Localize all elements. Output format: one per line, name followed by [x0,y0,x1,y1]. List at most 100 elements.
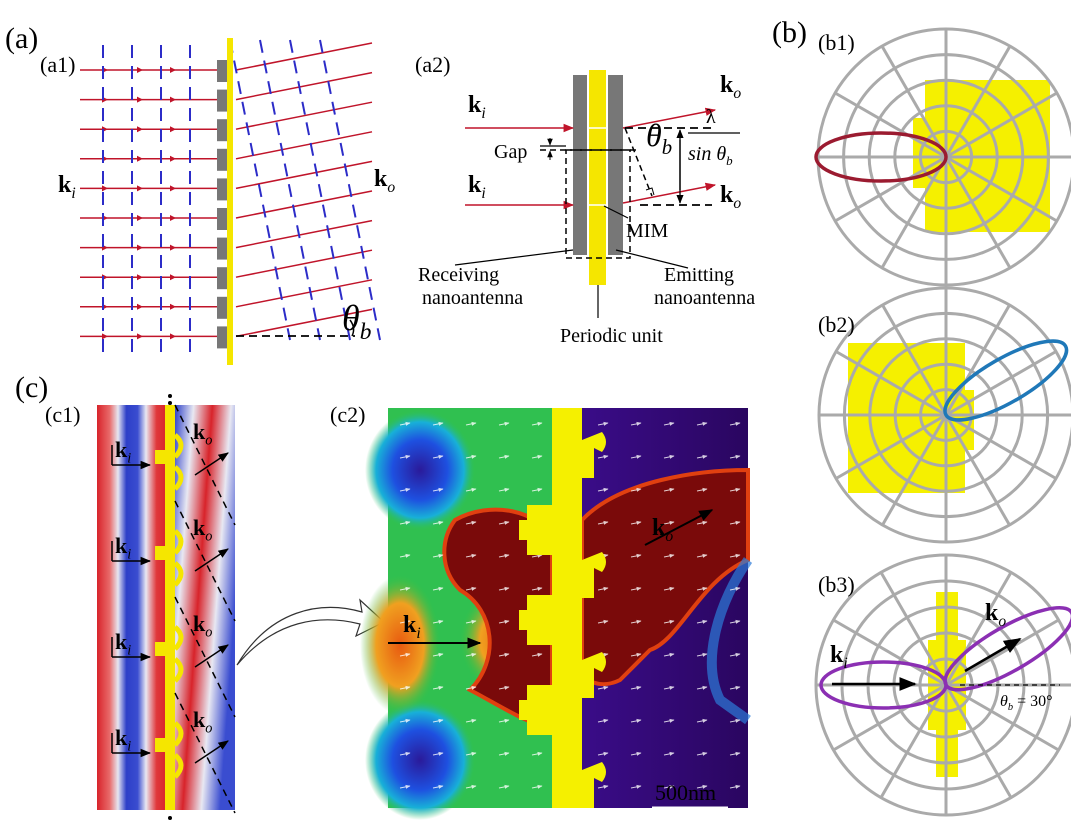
ray-arrowhead [170,304,176,310]
fraction-numerator: λ [706,106,716,128]
antenna [217,178,227,200]
angle-label-rest: = 30° [1013,693,1052,710]
ellipsis-dot [168,816,172,820]
ray-arrowhead [170,245,176,251]
scale-label: 500nm [655,780,716,805]
annotation: nanoantenna [422,287,523,309]
wavevector-label: ki [468,172,486,202]
wavevector-label-sub: i [127,643,131,659]
angle-label-base: θ [1000,693,1008,710]
wavevector-label-sub: o [205,721,212,737]
wavevector-label-sub: o [205,625,212,641]
antenna [217,326,227,348]
wavevector-label: ko [720,72,741,102]
ray-arrowhead [170,97,176,103]
angle-label-sub: b [662,136,672,159]
angle-label: θb [646,117,672,159]
wavevector-label: ko [985,600,1006,630]
wavevector-label-base: k [115,725,128,750]
wavevector-label-sub: i [127,451,131,467]
mim-core [589,70,606,285]
antenna [217,90,227,112]
annotation: Receiving [418,264,499,286]
ray-arrowhead [170,215,176,221]
mim-label: MIM [626,220,668,242]
wavevector-label-base: k [115,533,128,558]
wavevector-label-base: k [374,166,388,192]
ray-arrowhead [170,156,176,162]
wavevector-label: ki [830,642,848,672]
panel-label: (c) [15,371,48,404]
emitting-antenna [608,75,623,255]
panel-label: (a1) [40,52,75,77]
wavevector-label-base: k [193,419,206,444]
panel-label: (a) [5,22,38,55]
antenna [155,450,165,464]
ray-arrowhead [170,333,176,339]
wavevector-label-sub: o [733,195,741,212]
ellipsis-dot [168,401,172,405]
field-map [175,405,235,810]
wavevector-label: ko [720,182,741,212]
ray-arrowhead [137,274,143,280]
panel-label: (b1) [818,30,855,55]
angle-label-sub: b [360,319,372,345]
wavevector-label-sub: o [205,529,212,545]
outgoing-ray [236,43,372,70]
antenna [217,60,227,82]
annotation: Emitting [664,264,734,286]
gap-label: Gap [494,141,527,163]
antenna [155,642,165,656]
receiving-antenna [573,75,587,255]
ray-arrowhead [137,215,143,221]
ray-arrowhead [170,67,176,73]
antenna [217,149,227,171]
panel-label: (a2) [415,52,450,77]
ray-arrowhead [102,333,108,339]
outgoing-ray [236,132,372,159]
wavevector-label-base: k [468,92,482,118]
annotation: Periodic unit [560,325,663,347]
wavevector-label-sub: o [387,179,395,196]
metasurface [227,38,233,365]
wavevector-label-base: k [193,707,206,732]
ray-arrowhead [170,185,176,191]
ray-arrowhead [137,156,143,162]
ray-arrowhead [102,185,108,191]
wavevector-label-base: k [468,172,482,198]
ray-arrowhead [137,245,143,251]
wavevector-label-sub: i [127,547,131,563]
antenna [217,208,227,230]
metasurface [165,405,175,810]
field-blob [365,410,475,530]
wavevector-label-base: k [193,611,206,636]
wavevector-label-sub: o [205,433,212,449]
ray-arrowhead [137,67,143,73]
outgoing-ray [623,185,715,203]
fraction-denominator-sub: b [726,153,733,168]
metasurface [552,408,582,808]
ellipsis-dot [168,394,172,398]
panel-label: (c2) [330,402,365,427]
ray-arrowhead [137,333,143,339]
field-blob [365,700,475,820]
wavevector-label-sub: i [843,655,847,672]
ray-arrowhead [170,126,176,132]
wavevector-label-base: k [652,515,666,541]
annotation: nanoantenna [654,287,755,309]
outgoing-ray [623,110,715,128]
wavevector-label: ki [58,172,76,202]
wavevector-label-base: k [58,172,72,198]
antenna [155,546,165,560]
panel-label: (b2) [818,312,855,337]
wavevector-label-base: k [985,600,999,626]
antenna [217,267,227,289]
fraction-denominator-base: sin θ [688,143,726,165]
pointer [455,250,573,265]
ray-arrowhead [137,97,143,103]
antenna [217,119,227,141]
outgoing-ray [236,250,372,277]
wavevector-label-base: k [193,515,206,540]
wavevector-label: ki [468,92,486,122]
outgoing-ray [236,221,372,248]
